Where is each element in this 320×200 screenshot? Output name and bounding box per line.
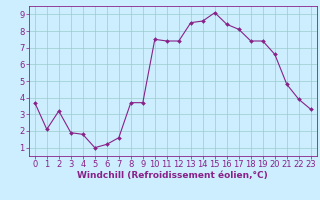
X-axis label: Windchill (Refroidissement éolien,°C): Windchill (Refroidissement éolien,°C) — [77, 171, 268, 180]
